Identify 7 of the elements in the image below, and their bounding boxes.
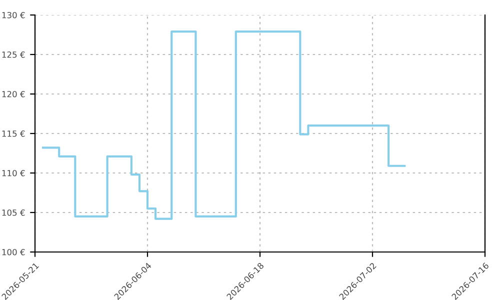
y-tick-label: 125 € — [2, 51, 25, 58]
y-tick-label: 100 € — [2, 248, 25, 256]
y-tick-label: 130 € — [2, 12, 25, 18]
y-tick-label: 115 € — [2, 130, 25, 137]
y-tick-label: 120 € — [2, 90, 25, 98]
y-tick-label: 110 € — [2, 170, 25, 176]
y-tick-label: 105 € — [2, 209, 25, 216]
